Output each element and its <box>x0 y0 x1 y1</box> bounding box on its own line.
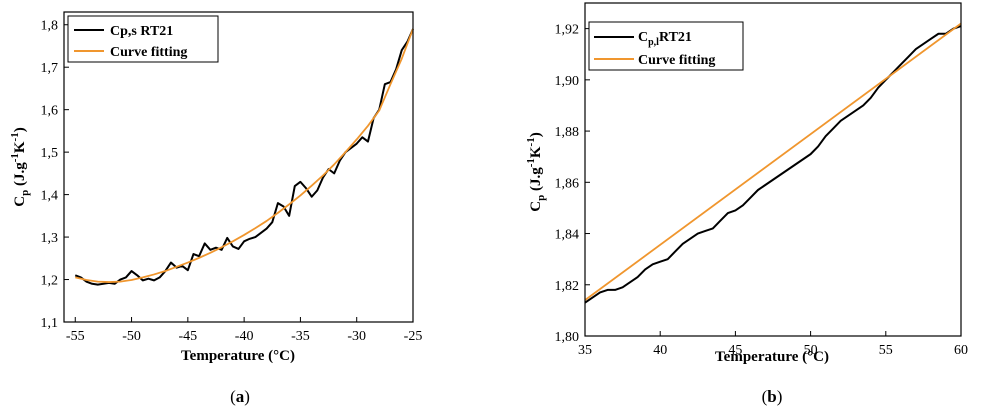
chart-a-ytick-label-5: 1,6 <box>41 104 59 119</box>
chart-b-ytick-label-6: 1,92 <box>555 23 580 38</box>
chart-a-xtick-label-1: -50 <box>122 329 141 344</box>
chart-a-xtick-label-5: -30 <box>347 329 366 344</box>
chart-b-xtick-label-0: 35 <box>578 343 592 358</box>
chart-a-ytick-label-6: 1,7 <box>41 61 59 76</box>
chart-b-xtick-label-4: 55 <box>879 343 893 358</box>
chart-a: -55 -50 -45 -40 -35 -30 -25 1,1 1,2 1,3 1,4 1,5 1,6 1… <box>9 11 423 406</box>
chart-b-series-line-0 <box>584 25 962 304</box>
chart-a-ytick-label-2: 1,3 <box>41 231 59 246</box>
chart-a-legend-label-1: Curve fitting <box>110 45 187 60</box>
chart-a-panel-letter: a <box>236 387 245 406</box>
chart-b-legend-label-1: Curve fitting <box>638 53 715 68</box>
chart-a-legend: Cp,s RT21 Curve fitting <box>67 15 219 63</box>
chart-b-series-line-1 <box>584 22 962 301</box>
chart-a-legend-label-0: Cp,s RT21 <box>110 24 173 39</box>
chart-a-series-line-1 <box>75 28 414 283</box>
chart-b: 35 40 45 50 55 60 1,80 1,82 1,84 1,86 1,88 1,90 1,92… <box>525 2 969 406</box>
chart-b-xlabel: Temperature (°C) <box>715 349 829 365</box>
chart-a-ytick-label-0: 1,1 <box>41 316 59 331</box>
chart-a-series-layer <box>74 28 414 286</box>
chart-b-ytick-label-2: 1,84 <box>555 228 580 243</box>
chart-a-xtick-label-2: -45 <box>179 329 198 344</box>
chart-b-ytick-label-1: 1,82 <box>555 279 580 294</box>
chart-a-xtick-label-0: -55 <box>66 329 85 344</box>
chart-a-ytick-label-1: 1,2 <box>41 274 59 289</box>
chart-a-plot-frame <box>63 11 414 323</box>
chart-a-ytick-label-3: 1,4 <box>41 189 59 204</box>
chart-a-ylabel: Cp (J.g-1K-1) <box>9 127 31 206</box>
chart-b-panel-label: (b) <box>762 387 783 406</box>
chart-b-xtick-label-1: 40 <box>653 343 667 358</box>
chart-b-xtick-label-2: 45 <box>728 343 742 358</box>
chart-b-xtick-label-5: 60 <box>954 343 968 358</box>
chart-a-legend-box <box>67 15 219 63</box>
chart-a-xlabel: Temperature (°C) <box>181 348 295 364</box>
chart-b-legend: Cp,lRT21 Curve fitting <box>588 21 744 71</box>
chart-b-ytick-label-4: 1,88 <box>555 125 580 140</box>
chart-b-ticks: 35 40 45 50 55 60 1,80 1,82 1,84 1,86 1,88 1,90 1,92 <box>555 23 969 358</box>
chart-b-series-layer <box>584 22 962 304</box>
chart-a-xtick-label-3: -40 <box>235 329 254 344</box>
chart-b-ytick-label-5: 1,90 <box>555 74 580 89</box>
chart-a-ticks: -55 -50 -45 -40 -35 -30 -25 1,1 1,2 1,3 1,4 1,5 1,6 1… <box>41 19 423 344</box>
chart-b-ylabel: Cp (J.g-1K-1) <box>525 132 547 211</box>
chart-b-ytick-label-0: 1,80 <box>555 330 580 345</box>
chart-a-ytick-label-4: 1,5 <box>41 146 59 161</box>
chart-a-series-line-0 <box>74 28 414 286</box>
chart-a-xtick-label-4: -35 <box>291 329 310 344</box>
chart-a-ytick-label-7: 1,8 <box>41 19 59 34</box>
chart-a-xtick-label-6: -25 <box>404 329 423 344</box>
chart-b-xtick-label-3: 50 <box>804 343 818 358</box>
chart-a-panel-label: (a) <box>230 387 250 406</box>
chart-b-ytick-label-3: 1,86 <box>555 176 580 191</box>
chart-b-plot-frame <box>584 2 962 337</box>
chart-b-panel-letter: b <box>767 387 776 406</box>
chart-b-legend-box <box>588 21 744 71</box>
